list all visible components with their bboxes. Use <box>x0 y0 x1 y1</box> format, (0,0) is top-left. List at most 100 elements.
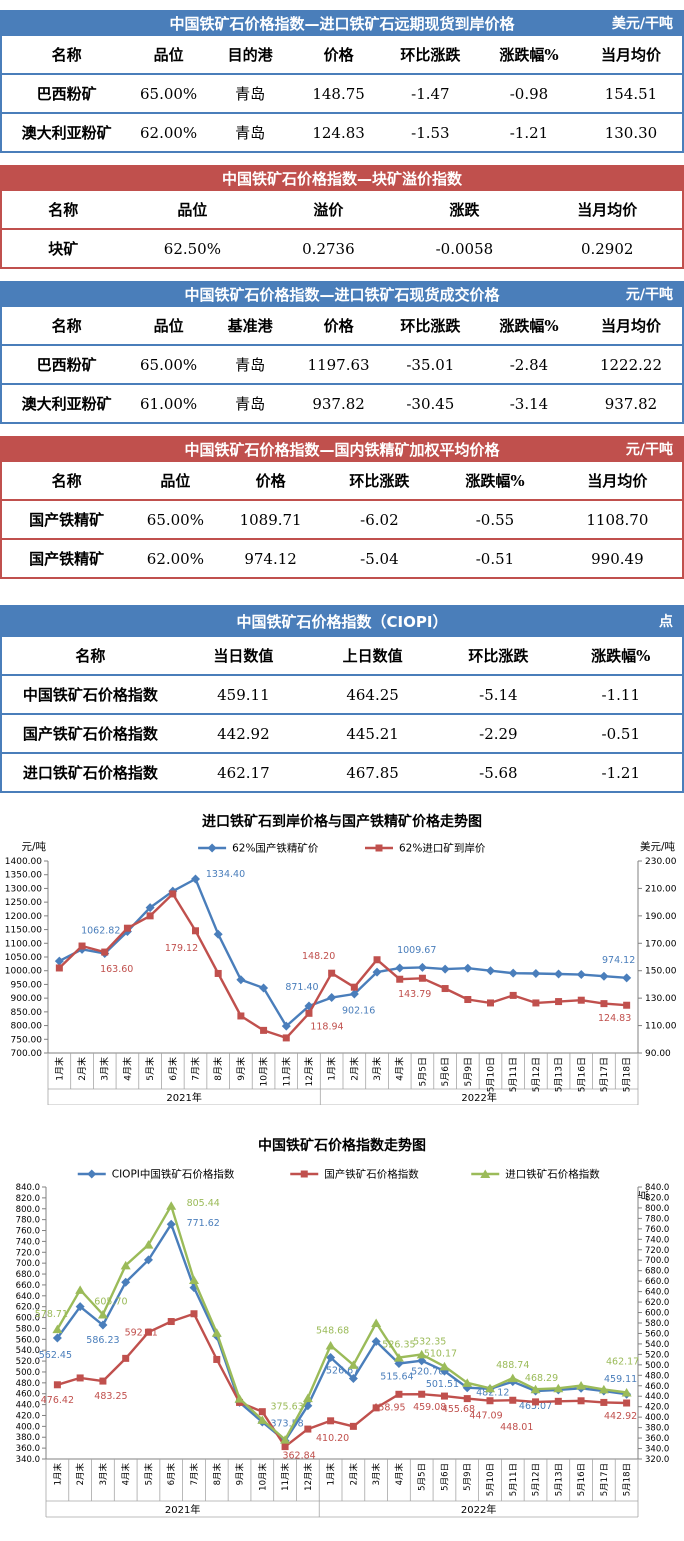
legend-marker-square <box>300 1170 308 1178</box>
x-category-label: 12月末 <box>303 1057 315 1086</box>
x-category-label: 1月末 <box>53 1057 65 1081</box>
x-category-label: 8月末 <box>212 1463 223 1486</box>
price-table: 中国铁矿石价格指数—国内铁精矿加权平均价格 元/干吨 名称 品位 价格 环比涨跌 涨跌幅% 当… <box>0 436 684 579</box>
data-label: 520.70 <box>411 1367 444 1378</box>
left-axis-tick-label: 750.00 <box>11 1035 43 1045</box>
right-axis-tick-label: 400.0 <box>645 1413 669 1423</box>
year-group-label: 2021年 <box>166 1091 201 1104</box>
left-axis-unit: 元/吨 <box>21 840 46 853</box>
x-category-label: 5月10日 <box>486 1463 496 1496</box>
table-cell: 990.49 <box>552 538 682 577</box>
left-axis-tick-label: 850.00 <box>11 1008 43 1018</box>
table-cell: -5.68 <box>437 752 560 791</box>
column-header: 当日数值 <box>178 637 308 676</box>
data-label: 548.68 <box>316 1325 349 1336</box>
data-label: 442.92 <box>604 1411 637 1422</box>
data-label: 805.44 <box>187 1198 220 1209</box>
diamond-marker <box>52 1333 62 1343</box>
triangle-marker <box>52 1324 63 1334</box>
data-label: 592.71 <box>125 1328 158 1339</box>
table-row: 澳大利亚粉矿 61.00% 青岛 937.82 -30.45 -3.14 937.82 <box>2 383 682 422</box>
triangle-marker <box>257 1415 268 1424</box>
data-label: 468.29 <box>525 1373 558 1384</box>
square-marker <box>577 996 585 1004</box>
table-cell: 937.82 <box>579 383 682 422</box>
table-cell: 61.00% <box>131 383 206 422</box>
table-cell: -2.84 <box>509 355 549 374</box>
table-cell: -2.29 <box>437 713 560 753</box>
square-marker <box>396 975 404 983</box>
square-marker <box>260 1026 268 1034</box>
x-category-label: 3月末 <box>371 1057 383 1081</box>
table-title-bar: 中国铁矿石价格指数—国内铁精矿加权平均价格 元/干吨 <box>2 438 682 462</box>
x-category-label: 5月18日 <box>622 1057 633 1092</box>
column-header: 目的港 <box>205 36 295 75</box>
column-header: 品位 <box>124 191 261 230</box>
table-cell: 国产铁矿石价格指数 <box>2 713 179 753</box>
right-axis-tick-label: 130.00 <box>645 994 677 1004</box>
diamond-marker <box>440 964 450 974</box>
square-marker <box>167 1318 175 1326</box>
legend-marker-diamond <box>87 1169 97 1179</box>
x-category-label: 5月6日 <box>440 1057 451 1086</box>
x-category-label: 5月末 <box>144 1057 156 1081</box>
table-cell: -6.02 <box>360 510 399 529</box>
x-category-label: 10月末 <box>258 1057 270 1086</box>
price-table: 中国铁矿石价格指数—进口铁矿石现货成交价格 元/干吨 名称 品位 基准港 价格 环比涨跌 涨跌… <box>0 281 684 424</box>
square-marker <box>623 1001 631 1009</box>
right-axis-unit: 点 <box>638 1190 650 1201</box>
column-header: 当月均价 <box>579 307 682 346</box>
x-category-label: 11月末 <box>280 1463 291 1491</box>
year-group-label: 2022年 <box>461 1503 496 1516</box>
square-marker <box>258 1408 266 1416</box>
diamond-marker <box>259 983 269 993</box>
header-row: 名称 当日数值 上日数值 环比涨跌 涨跌幅% <box>2 637 682 676</box>
table-unit-label: 美元/干吨 <box>611 16 673 32</box>
square-marker <box>349 1422 357 1430</box>
x-category-label: 5月5日 <box>417 1057 428 1086</box>
diamond-marker <box>281 1021 291 1031</box>
triangle-marker <box>143 1240 154 1249</box>
right-axis-tick-label: 760.0 <box>645 1225 669 1235</box>
table-title-bar: 中国铁矿石价格指数—进口铁矿石远期现货到岸价格 美元/干吨 <box>2 12 682 36</box>
left-axis-tick-label: 640.0 <box>16 1292 40 1302</box>
legend-label: CIOPI中国铁矿石价格指数 <box>112 1168 235 1181</box>
data-label: 148.20 <box>302 951 335 962</box>
triangle-marker <box>598 1384 609 1394</box>
table-cell: 65.00% <box>139 84 198 103</box>
table-cell: 澳大利亚粉矿 <box>2 112 132 151</box>
table-cell: 1108.70 <box>586 510 649 529</box>
triangle-marker <box>393 1353 404 1362</box>
square-marker <box>169 890 177 898</box>
diamond-marker <box>439 1366 449 1376</box>
left-axis-tick-label: 680.0 <box>16 1270 40 1280</box>
table-row: 国产铁矿石价格指数 442.92 445.21 -2.29 -0.51 <box>2 713 682 753</box>
data-label: 373.58 <box>270 1419 303 1430</box>
x-category-label: 2月末 <box>348 1463 359 1486</box>
data-table: 名称 品位 基准港 价格 环比涨跌 涨跌幅% 当月均价 巴西粉矿 65.00% 青岛 1197.63… <box>2 307 682 422</box>
diamond-marker <box>191 874 200 884</box>
right-axis-tick-label: 660.0 <box>645 1277 669 1287</box>
square-marker <box>554 1397 562 1405</box>
table-cell: -0.55 <box>475 510 515 529</box>
x-category-label: 12月末 <box>303 1463 314 1491</box>
data-label: 448.01 <box>500 1422 533 1433</box>
right-axis-tick-label: 840.0 <box>645 1183 669 1193</box>
right-axis-tick-label: 210.00 <box>645 884 677 894</box>
diamond-marker <box>395 963 405 973</box>
column-header: 上日数值 <box>307 637 438 676</box>
left-axis-tick-label: 1050.00 <box>5 953 42 963</box>
diamond-marker <box>326 1352 336 1362</box>
table-cell: 中国铁矿石价格指数 <box>22 686 158 704</box>
x-category-label: 6月末 <box>167 1057 179 1081</box>
data-label: 532.35 <box>413 1336 446 1347</box>
diamond-marker <box>576 970 586 980</box>
diamond-marker <box>75 1302 85 1312</box>
right-axis-tick-label: 380.0 <box>645 1424 669 1434</box>
column-header: 当月均价 <box>532 191 682 230</box>
x-category-label: 5月9日 <box>463 1463 473 1491</box>
data-label: 1062.82 <box>81 925 120 936</box>
table-row: 巴西粉矿 65.00% 青岛 1197.63 -35.01 -2.84 1222.22 <box>2 345 682 384</box>
data-label: 447.09 <box>469 1411 502 1422</box>
x-category-label: 3月末 <box>99 1057 111 1081</box>
